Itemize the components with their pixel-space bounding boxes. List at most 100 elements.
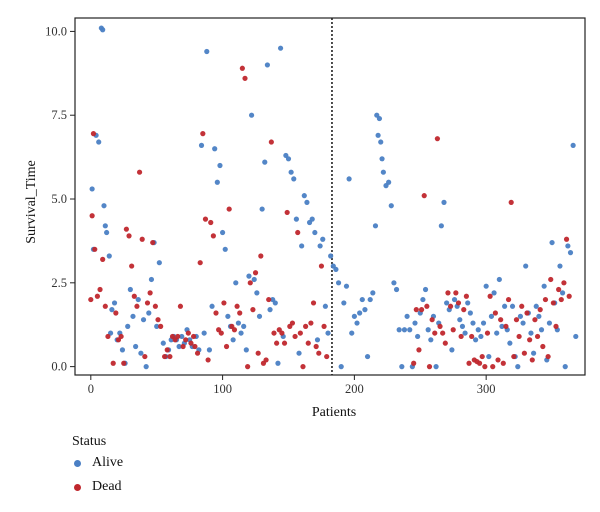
data-point-dead	[461, 307, 467, 313]
data-point-alive	[256, 313, 263, 319]
data-point-alive	[467, 310, 473, 316]
data-point-dead	[310, 300, 317, 306]
data-point-alive	[320, 236, 326, 242]
data-point-dead	[324, 353, 330, 360]
data-point-dead	[508, 199, 514, 205]
data-point-alive	[259, 206, 265, 212]
data-point-alive	[546, 320, 553, 326]
data-point-alive	[388, 203, 394, 209]
data-point-dead	[458, 333, 464, 340]
data-point-dead	[437, 323, 443, 329]
data-point-dead	[429, 317, 435, 323]
data-point-dead	[503, 323, 509, 329]
data-point-alive	[379, 156, 385, 162]
data-point-alive	[404, 313, 410, 319]
data-point-alive	[198, 142, 205, 148]
data-point-dead	[527, 337, 533, 343]
data-point-alive	[386, 179, 392, 185]
data-point-dead	[247, 280, 253, 286]
data-point-alive	[533, 303, 539, 309]
data-point-dead	[180, 343, 186, 350]
data-point-alive	[473, 337, 479, 343]
data-point-alive	[293, 216, 299, 222]
data-point-alive	[372, 223, 379, 229]
data-point-dead	[305, 340, 311, 346]
data-point-alive	[449, 347, 455, 353]
data-point-alive	[441, 199, 447, 205]
data-point-alive	[399, 364, 405, 370]
data-point-alive	[478, 333, 484, 340]
data-point-dead	[542, 296, 549, 303]
y-tick-label: 2.5	[51, 276, 67, 290]
data-point-alive	[451, 296, 458, 303]
data-point-dead	[150, 239, 156, 246]
data-point-dead	[202, 216, 209, 222]
data-point-alive	[212, 146, 218, 152]
data-point-alive	[296, 350, 302, 356]
data-point-dead	[469, 333, 475, 340]
data-point-alive	[235, 320, 242, 326]
data-point-dead	[413, 307, 419, 313]
data-point-dead	[142, 353, 148, 360]
data-point-alive	[422, 286, 429, 293]
data-point-dead	[548, 276, 554, 283]
data-point-alive	[523, 263, 529, 269]
data-point-alive	[438, 223, 444, 229]
data-point-dead	[495, 357, 501, 363]
data-point-dead	[561, 280, 567, 286]
data-point-dead	[534, 333, 541, 340]
data-point-alive	[109, 307, 115, 313]
data-point-alive	[130, 313, 136, 319]
data-point-dead	[421, 193, 427, 199]
data-point-alive	[420, 296, 426, 303]
data-point-alive	[312, 229, 318, 236]
data-point-dead	[239, 65, 245, 71]
data-point-dead	[308, 320, 314, 326]
plot-frame	[74, 17, 586, 376]
data-point-dead	[118, 333, 124, 340]
data-point-alive	[401, 327, 408, 333]
data-point-alive	[486, 353, 492, 360]
data-point-dead	[226, 206, 232, 212]
data-point-dead	[313, 343, 319, 350]
data-point-dead	[92, 246, 98, 252]
data-point-dead	[295, 229, 301, 236]
data-point-alive	[538, 327, 545, 333]
data-point-alive	[433, 364, 439, 370]
data-point-dead	[152, 303, 158, 309]
data-point-alive	[264, 62, 271, 68]
data-point-dead	[185, 330, 191, 336]
data-point-dead	[297, 330, 303, 336]
data-point-dead	[231, 327, 238, 333]
data-point-alive	[349, 330, 355, 336]
data-point-alive	[288, 169, 294, 175]
data-point-alive	[277, 45, 284, 51]
data-point-dead	[89, 213, 95, 219]
data-point-alive	[135, 296, 141, 303]
data-point-dead	[411, 360, 417, 366]
data-point-alive	[267, 307, 273, 313]
data-point-dead	[221, 300, 227, 306]
data-point-dead	[188, 340, 194, 346]
data-point-dead	[556, 286, 562, 293]
legend-item-alive: Alive	[72, 454, 123, 472]
data-point-alive	[214, 179, 220, 185]
data-point-alive	[160, 340, 166, 346]
data-point-alive	[111, 300, 118, 306]
data-point-dead	[105, 333, 111, 340]
legend-label-alive: Alive	[92, 455, 124, 470]
x-axis-label: Patients	[312, 405, 356, 420]
data-point-dead	[537, 307, 543, 313]
data-point-dead	[505, 296, 512, 303]
data-point-dead	[263, 357, 269, 363]
data-point-dead	[532, 317, 538, 323]
data-point-dead	[258, 253, 264, 259]
data-point-alive	[325, 330, 331, 336]
data-point-alive	[465, 300, 471, 306]
data-point-dead	[482, 364, 488, 370]
data-point-alive	[133, 343, 139, 350]
data-point-dead	[123, 226, 129, 232]
data-point-alive	[225, 313, 231, 319]
data-point-alive	[459, 323, 466, 329]
data-point-alive	[407, 327, 413, 333]
